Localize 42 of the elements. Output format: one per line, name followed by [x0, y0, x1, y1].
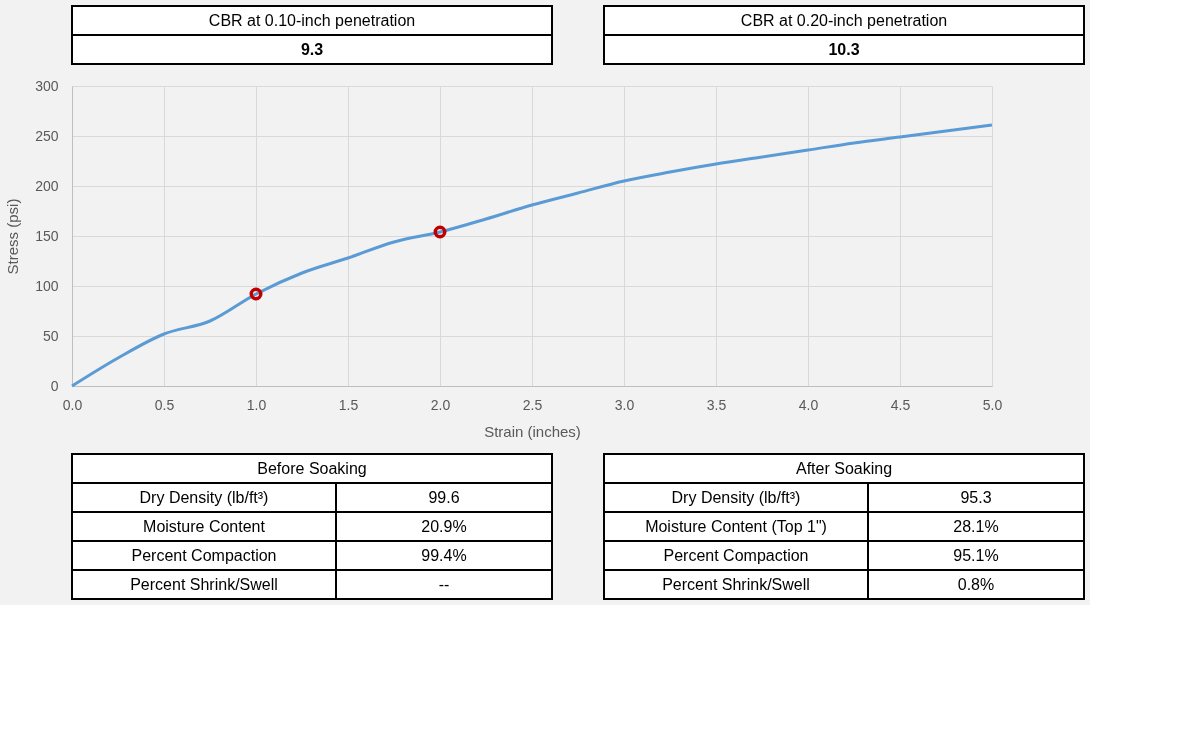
text: CBR at 0.20-inch penetration [740, 11, 948, 29]
y-tick-label: 300 [35, 77, 59, 94]
y-tick-label: 0 [50, 377, 59, 394]
y-axis-title: Stress (psi) [4, 198, 22, 275]
text: 10.3 [828, 40, 860, 58]
x-tick-label: 4.5 [890, 396, 911, 413]
text: -- [438, 575, 450, 593]
x-tick-label: 3.0 [614, 396, 635, 413]
x-tick-label: 3.5 [706, 396, 727, 413]
category-label: Moisture Content (Top 1") [645, 517, 827, 535]
text: 28.1% [953, 517, 999, 535]
x-tick-label: 2.5 [522, 396, 543, 413]
x-tick-label: 4.0 [798, 396, 819, 413]
x-tick-label: 0.0 [62, 396, 83, 413]
text: 99.6 [428, 488, 460, 506]
y-tick-label: 250 [35, 127, 59, 144]
x-tick-label: 2.0 [430, 396, 451, 413]
text: 95.1% [953, 546, 999, 564]
text: 20.9% [421, 517, 467, 535]
y-tick-label: 50 [42, 327, 59, 344]
x-axis-title: Strain (inches) [484, 422, 581, 440]
category-label: Percent Shrink/Swell [130, 575, 278, 593]
text: 99.4% [421, 546, 467, 564]
text: 95.3 [960, 488, 992, 506]
category-label: Percent Compaction [663, 546, 809, 564]
x-tick-label: 5.0 [982, 396, 1003, 413]
category-label: Moisture Content [143, 517, 266, 535]
text: CBR at 0.10-inch penetration [208, 11, 416, 29]
x-tick-label: 1.5 [338, 396, 359, 413]
category-label: Dry Density (lb/ft³) [139, 488, 269, 506]
text: 9.3 [300, 40, 324, 58]
y-tick-label: 200 [35, 177, 59, 194]
category-label: Percent Shrink/Swell [662, 575, 810, 593]
x-tick-label: 1.0 [246, 396, 267, 413]
y-tick-label: 150 [35, 227, 59, 244]
y-tick-label: 100 [35, 277, 59, 294]
category-label: Percent Compaction [131, 546, 277, 564]
text: 0.8% [957, 575, 995, 593]
text: After Soaking [795, 459, 893, 477]
category-label: Dry Density (lb/ft³) [671, 488, 801, 506]
text: Before Soaking [257, 459, 367, 477]
x-tick-label: 0.5 [154, 396, 175, 413]
